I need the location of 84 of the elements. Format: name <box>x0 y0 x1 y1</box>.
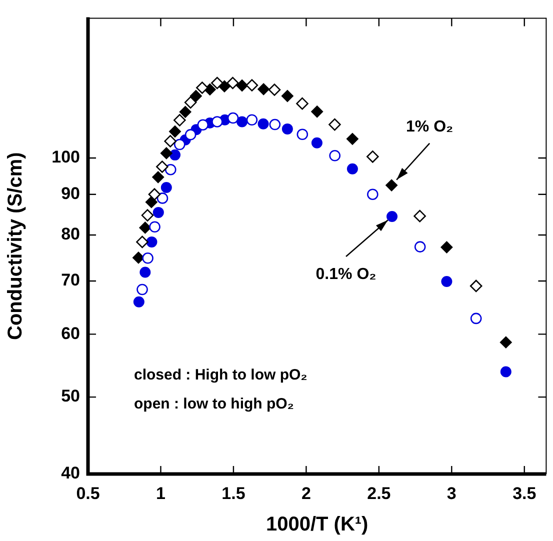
point <box>140 266 151 278</box>
x-tick-label: 1.5 <box>222 484 246 503</box>
y-tick-label: 70 <box>61 270 80 290</box>
point <box>164 135 176 148</box>
point <box>311 137 322 148</box>
point <box>173 114 186 126</box>
point <box>470 312 482 324</box>
point <box>184 129 196 140</box>
point <box>258 118 269 130</box>
point <box>328 118 341 131</box>
point <box>168 125 181 138</box>
point <box>132 252 144 264</box>
y-tick-label: 50 <box>61 386 80 406</box>
point <box>500 366 512 378</box>
point <box>268 84 281 96</box>
point <box>282 123 293 134</box>
annotation: 1% O₂ <box>406 118 454 136</box>
x-tick-label: 3 <box>446 484 456 503</box>
point <box>311 106 324 118</box>
annotation: 0.1% O₂ <box>316 266 376 283</box>
point <box>346 132 358 145</box>
point <box>146 236 158 248</box>
point <box>236 80 248 92</box>
y-tick-label: 90 <box>61 184 80 204</box>
point <box>179 106 192 118</box>
point <box>440 241 453 254</box>
x-tick-label: 2 <box>301 484 311 503</box>
point <box>236 116 248 128</box>
y-tick-label: 100 <box>52 148 80 167</box>
point <box>329 150 340 162</box>
point <box>246 79 258 92</box>
point <box>441 276 452 288</box>
point <box>156 160 168 173</box>
point <box>386 211 398 222</box>
point <box>174 138 186 150</box>
point <box>156 192 168 204</box>
point <box>160 147 172 160</box>
y-tick-label: 40 <box>61 464 80 483</box>
point <box>296 97 308 110</box>
x-tick-label: 3.5 <box>512 484 536 503</box>
y-tick-label: 80 <box>61 224 80 244</box>
point <box>414 241 426 252</box>
point <box>142 252 154 264</box>
point <box>152 171 164 184</box>
point <box>470 280 482 292</box>
point <box>346 163 358 174</box>
point <box>296 128 308 140</box>
point <box>281 90 294 102</box>
point <box>141 209 154 222</box>
point <box>148 188 161 201</box>
point <box>227 112 239 124</box>
point <box>258 83 270 96</box>
point <box>136 236 148 248</box>
point <box>149 221 160 233</box>
x-tick-label: 0.5 <box>76 484 100 503</box>
point <box>212 116 223 128</box>
y-axis-title: Conductivity (S/cm) <box>4 152 27 340</box>
point <box>190 90 202 102</box>
annotation: open : low to high pO₂ <box>134 395 294 412</box>
point <box>160 182 172 194</box>
x-tick-label: 1 <box>156 484 166 503</box>
point <box>269 118 281 130</box>
point <box>152 206 164 218</box>
point <box>500 336 512 348</box>
annotation: closed : High to low pO₂ <box>134 366 308 384</box>
x-axis-title: 1000/T (K¹) <box>266 514 368 536</box>
point <box>414 210 426 222</box>
point <box>136 284 148 296</box>
point <box>366 150 379 163</box>
point <box>139 222 152 234</box>
point <box>197 119 209 130</box>
point <box>226 76 239 90</box>
point <box>145 196 158 208</box>
point <box>169 149 180 160</box>
point <box>367 188 378 200</box>
point <box>184 96 197 109</box>
point <box>164 164 176 176</box>
x-tick-label: 2.5 <box>367 484 391 503</box>
point <box>211 76 224 90</box>
point <box>246 114 258 126</box>
point <box>386 179 398 192</box>
point <box>196 82 208 94</box>
y-tick-label: 60 <box>61 324 80 343</box>
point <box>133 296 144 308</box>
